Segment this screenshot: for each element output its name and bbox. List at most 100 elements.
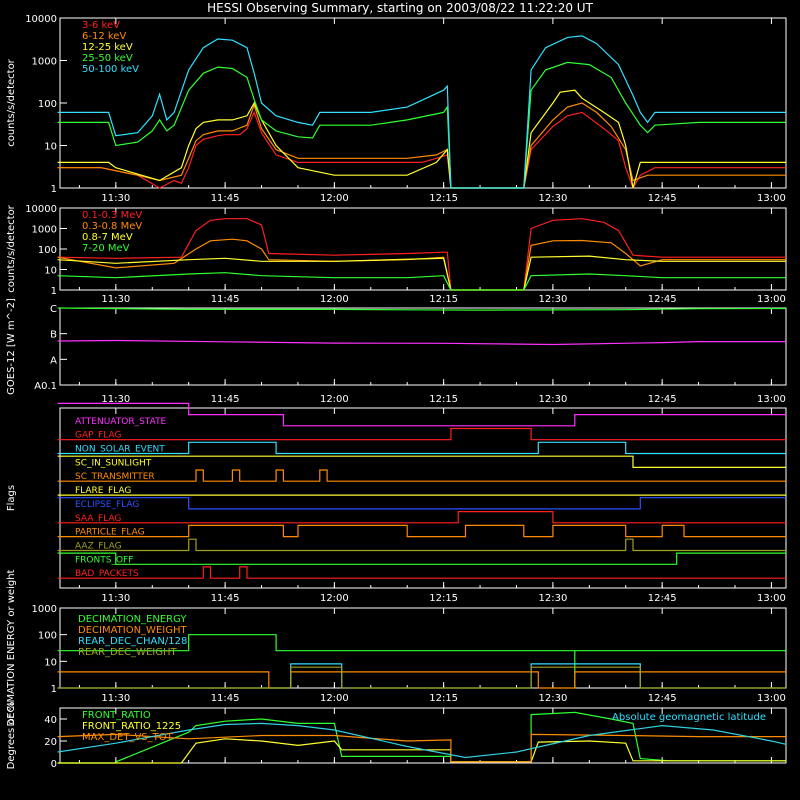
y-axis-label: Degrees or % — [6, 702, 17, 770]
figure-title: HESSI Observing Summary, starting on 200… — [207, 1, 593, 15]
flag-label: GAP_FLAG — [75, 431, 121, 441]
series-line-50-100-kev — [57, 35, 786, 189]
series-line-7-20-mev — [57, 272, 786, 291]
y-axis-label: Flags — [6, 485, 17, 511]
panel-4: 11:30 11:45 12:00 12:15 12:30 12:45 13:00 Flags… — [6, 402, 787, 604]
flag-line-non-solar-event — [57, 441, 786, 455]
flag-line-gap-flag — [57, 427, 786, 441]
flag-line-saa-flag — [57, 511, 786, 524]
x-tick-label: 13:00 — [757, 693, 786, 704]
x-tick-label: 11:30 — [101, 193, 130, 204]
x-tick-label: 12:30 — [538, 593, 567, 604]
x-tick-label: 12:15 — [429, 193, 458, 204]
y-tick-label: 10 — [44, 657, 57, 668]
flag-label: FLARE_FLAG — [75, 486, 131, 496]
legend-entry: MAX_DET_VS_TOT — [82, 732, 174, 743]
x-tick-label: 12:15 — [429, 693, 458, 704]
series-line-goes-short — [57, 339, 786, 346]
x-tick-label: 11:45 — [211, 693, 240, 704]
legend-entry: 50-100 keV — [82, 64, 139, 75]
x-tick-label: 13:00 — [757, 593, 786, 604]
y-tick-label: 100 — [38, 631, 57, 642]
y-axis-label: counts/s/detector — [6, 58, 17, 146]
x-tick-label: 11:30 — [101, 693, 130, 704]
y-tick-label: 20 — [44, 737, 57, 748]
x-tick-label: 11:30 — [101, 294, 130, 305]
x-tick-label: 11:45 — [211, 193, 240, 204]
x-tick-label: 12:30 — [538, 294, 567, 305]
series-line-rear-dec-weight — [57, 666, 786, 689]
series-line-25-50-kev — [57, 61, 786, 189]
y-tick-label: B — [50, 330, 57, 341]
legend-entry: REAR_DEC_WEIGHT — [78, 647, 177, 658]
panel-5: 11:30 11:45 12:00 12:15 12:30 12:45 13:00 1 10 10… — [6, 569, 787, 726]
flag-label: SAA_FLAG — [75, 514, 121, 524]
y-tick-label: 0 — [51, 759, 57, 770]
x-tick-label: 12:00 — [320, 193, 349, 204]
y-axis-label: DECIMATION ENERGY or weight — [6, 569, 17, 726]
legend-entry: REAR_DEC_CHAN/128 — [78, 636, 187, 647]
y-tick-label: 10 — [44, 266, 57, 277]
legend-entry: 0.1-0.3 MeV — [82, 210, 142, 221]
series-line-goes-long — [57, 307, 787, 311]
legend-entry: 25-50 keV — [82, 53, 133, 64]
flag-label: SC_IN_SUNLIGHT — [75, 458, 152, 468]
flag-label: NON_SOLAR_EVENT — [75, 445, 165, 455]
panels: 11:30 11:45 12:00 12:15 12:30 12:45 13:0011010… — [6, 14, 787, 770]
x-tick-label: 11:30 — [101, 394, 130, 405]
flag-label: SC_TRANSMITTER — [75, 472, 155, 482]
series-line-max-det-vs-tot — [57, 733, 786, 763]
x-tick-label: 11:45 — [211, 593, 240, 604]
panel-2: 11:30 11:45 12:00 12:15 12:30 12:45 13:00 1 10 10… — [6, 204, 787, 305]
series-line-0-8-7-mev — [57, 255, 786, 291]
legend-entry: 6-12 keV — [82, 31, 126, 42]
flag-line-particle-flag — [57, 524, 786, 538]
x-tick-label: 11:45 — [211, 294, 240, 305]
panel-6: 0 20 40 Degrees or % FRONT_RATIOFRONT_RATIO_… — [6, 702, 787, 770]
series-line-front-ratio — [57, 711, 786, 764]
x-tick-label: 12:00 — [320, 593, 349, 604]
flag-line-attenuator-state — [57, 402, 786, 427]
x-tick-label: 13:00 — [757, 294, 786, 305]
series-line-0-3-0-8-mev — [57, 238, 786, 291]
flag-line-bad-packets — [57, 566, 786, 579]
x-tick-label: 12:30 — [538, 193, 567, 204]
series-line-decimation-energy — [57, 634, 786, 688]
x-tick-label: 12:30 — [538, 394, 567, 405]
legend-entry: FRONT_RATIO_1225 — [82, 721, 181, 732]
series-line-front-ratio-1225 — [57, 738, 786, 764]
x-tick-label: 12:45 — [648, 193, 677, 204]
legend-entry: 3-6 keV — [82, 20, 120, 31]
y-tick-label: 1000 — [32, 604, 57, 615]
panel-frame — [59, 707, 787, 764]
panel-3: 11:30 11:45 12:00 12:15 12:30 12:45 13:00 A0.1 A… — [6, 298, 787, 405]
x-tick-label: 12:45 — [648, 394, 677, 405]
x-tick-label: 11:45 — [211, 394, 240, 405]
y-tick-label: 1 — [51, 286, 57, 297]
y-tick-label: 10000 — [25, 14, 57, 25]
x-tick-label: 12:45 — [648, 593, 677, 604]
series-line-12-25-kev — [57, 89, 786, 189]
x-tick-label: 12:30 — [538, 693, 567, 704]
x-tick-label: 12:15 — [429, 593, 458, 604]
x-tick-label: 12:15 — [429, 394, 458, 405]
y-axis-label: counts/s/detector — [6, 204, 17, 292]
flag-label: ECLIPSE_FLAG — [75, 500, 139, 510]
flag-label: FRONTS_OFF — [75, 555, 133, 565]
flag-line-fronts-off — [57, 552, 786, 565]
flag-line-sc-in-sunlight — [57, 455, 786, 468]
y-tick-label: C — [50, 304, 57, 315]
legend-entry: 0.3-0.8 MeV — [82, 221, 142, 232]
x-tick-label: 12:45 — [648, 693, 677, 704]
series-line-rear-dec-chan-128 — [57, 663, 786, 689]
legend-entry: DECIMATION_ENERGY — [78, 614, 187, 625]
flag-label: ATTENUATOR_STATE — [75, 417, 167, 427]
y-tick-label: 100 — [38, 99, 57, 110]
legend-entry: DECIMATION_WEIGHT — [78, 625, 187, 636]
y-tick-label: 1 — [51, 184, 57, 195]
series-line-decimation-weight — [57, 671, 786, 689]
flag-label: PARTICLE_FLAG — [75, 528, 145, 538]
x-tick-label: 13:00 — [757, 193, 786, 204]
y-tick-label: 40 — [44, 715, 57, 726]
